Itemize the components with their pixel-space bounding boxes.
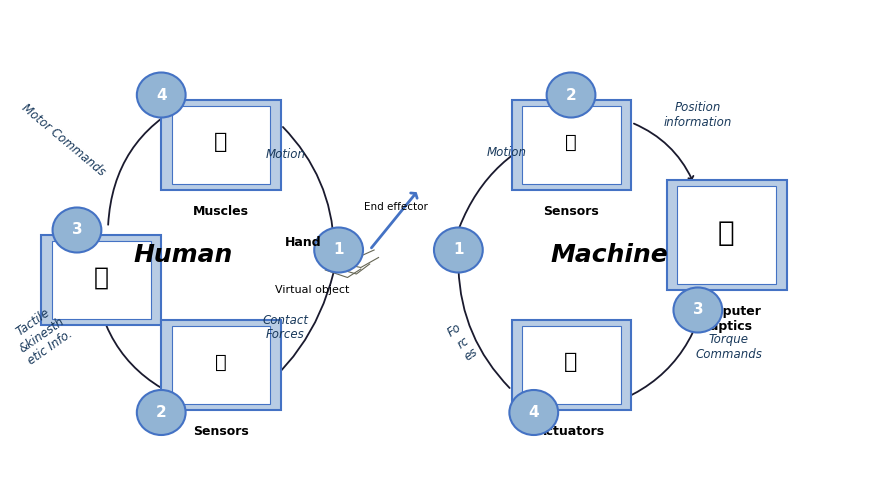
Text: Motion: Motion <box>488 146 527 159</box>
Text: Torque
Commands: Torque Commands <box>696 334 763 361</box>
FancyBboxPatch shape <box>41 235 162 325</box>
Text: 4: 4 <box>529 405 539 420</box>
Text: Computer
haptics: Computer haptics <box>692 305 761 333</box>
Text: Muscles: Muscles <box>193 205 249 218</box>
Text: Hand: Hand <box>285 236 321 249</box>
Text: Motion: Motion <box>265 148 305 162</box>
Text: End effector: End effector <box>364 202 429 212</box>
Text: Contact
Forces: Contact Forces <box>263 314 308 342</box>
Text: Human: Human <box>134 243 233 267</box>
FancyBboxPatch shape <box>667 180 787 290</box>
FancyBboxPatch shape <box>162 100 281 190</box>
FancyBboxPatch shape <box>512 320 631 410</box>
Text: Virtual object: Virtual object <box>275 285 349 295</box>
Text: Sensors: Sensors <box>193 425 249 438</box>
FancyBboxPatch shape <box>52 241 151 319</box>
Text: 1: 1 <box>453 242 463 258</box>
Text: 📐: 📐 <box>565 133 577 152</box>
Text: 💿: 💿 <box>564 352 578 372</box>
Text: 3: 3 <box>693 302 703 318</box>
Text: 1: 1 <box>333 242 344 258</box>
Ellipse shape <box>509 390 558 435</box>
FancyBboxPatch shape <box>171 326 271 404</box>
Text: 2: 2 <box>565 88 576 102</box>
Ellipse shape <box>314 228 363 272</box>
Text: Motor Commands: Motor Commands <box>20 102 108 178</box>
Text: Tactile
&kinesth
etic Info.: Tactile &kinesth etic Info. <box>8 302 75 368</box>
Ellipse shape <box>137 72 186 118</box>
Text: 2: 2 <box>156 405 167 420</box>
FancyBboxPatch shape <box>522 106 621 184</box>
Text: 🧠: 🧠 <box>94 266 108 289</box>
Text: 💻: 💻 <box>718 218 735 246</box>
Text: Actuators: Actuators <box>538 425 605 438</box>
Text: Fo
rc
es: Fo rc es <box>445 321 480 364</box>
FancyBboxPatch shape <box>522 326 621 404</box>
Ellipse shape <box>137 390 186 435</box>
Text: Position
information: Position information <box>663 101 732 129</box>
Text: 4: 4 <box>156 88 166 102</box>
Text: 📊: 📊 <box>215 353 227 372</box>
Text: Machine: Machine <box>550 243 668 267</box>
Ellipse shape <box>434 228 483 272</box>
Ellipse shape <box>53 208 101 252</box>
FancyBboxPatch shape <box>171 106 271 184</box>
Ellipse shape <box>547 72 596 118</box>
FancyBboxPatch shape <box>512 100 631 190</box>
FancyBboxPatch shape <box>678 186 776 284</box>
Ellipse shape <box>673 288 722 333</box>
Text: Sensors: Sensors <box>544 205 599 218</box>
Text: 💪: 💪 <box>214 132 228 152</box>
FancyBboxPatch shape <box>162 320 281 410</box>
Text: 3: 3 <box>71 222 82 238</box>
